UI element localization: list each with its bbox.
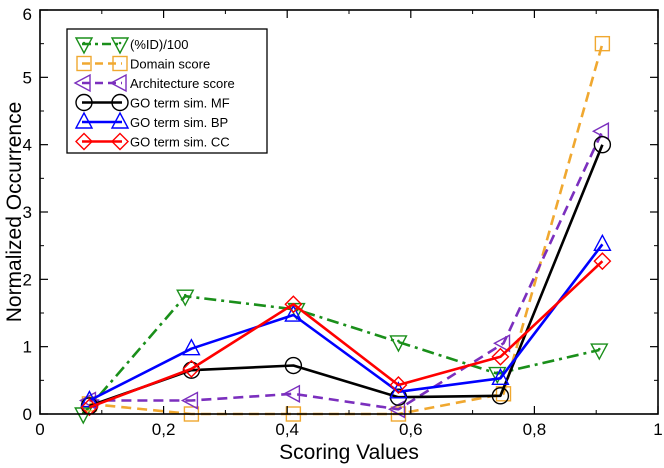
y-tick-label-5: 4: [23, 136, 32, 155]
legend-item-2-label: Domain score: [130, 57, 210, 72]
y-tick-label-3: 2: [23, 270, 32, 289]
series-5: [80, 233, 612, 408]
series-5-point-5: [491, 367, 510, 386]
legend-item-2-marker-right: [112, 55, 128, 72]
legend-item-6-marker-left: [75, 132, 93, 151]
series-6: [80, 252, 612, 417]
series-4-point-2: [182, 361, 201, 379]
series-5-point-3: [284, 304, 303, 322]
legend-item-6-label: GO term sim. CC: [130, 135, 230, 150]
series-3-point-5: [493, 334, 511, 353]
legend-item-5-label: GO term sim. BP: [130, 115, 228, 130]
y-tick-label-2: 1: [23, 338, 32, 357]
x-tick-label-6: 1: [653, 420, 662, 439]
legend: (%ID)/100 Domain score Architecture score G…: [66, 28, 268, 154]
legend-item-6: GO term sim. CC: [75, 132, 230, 151]
x-tick-label-2: 0,2: [152, 420, 176, 439]
legend-item-5-marker-left: [74, 111, 94, 129]
series-5-point-4: [389, 381, 408, 399]
legend-item-4-marker-left: [75, 93, 93, 112]
y-tick-label-6: 5: [23, 68, 32, 87]
series-3-point-2: [180, 391, 199, 410]
legend-item-2-marker-left: [76, 55, 92, 72]
series-5-point-6: [593, 233, 612, 252]
series-4-point-3: [284, 356, 303, 375]
legend-item-3-marker-right: [109, 73, 127, 93]
y-tick-label-7: 6: [23, 5, 32, 24]
x-tick-label-5: 0,8: [523, 420, 547, 439]
legend-item-1-label: (%ID)/100: [130, 37, 189, 52]
y-axis-title: Normalized Occurrence: [3, 102, 26, 323]
series-1-point-6: [590, 343, 609, 361]
legend-box: [66, 28, 268, 154]
legend-item-4: GO term sim. MF: [75, 93, 230, 112]
legend-item-1: (%ID)/100: [74, 37, 189, 55]
legend-item-5: GO term sim. BP: [74, 111, 228, 130]
series-5-line: [88, 243, 604, 402]
series-1-point-4: [389, 335, 408, 353]
series-6-point-4: [389, 376, 408, 395]
x-tick-label-3: 0,4: [275, 420, 299, 439]
series-1-line: [82, 294, 600, 415]
series-4-point-5: [491, 387, 510, 405]
legend-item-4-label: GO term sim. MF: [130, 96, 230, 111]
x-tick-label-1: 0: [35, 420, 44, 439]
legend-item-3-marker-left: [73, 73, 91, 93]
series-3-point-3: [282, 384, 301, 403]
x-axis-title: Scoring Values: [279, 441, 419, 464]
legend-item-3: Architecture score: [73, 73, 235, 93]
series-6-point-5: [491, 347, 510, 366]
series-4-point-6: [593, 135, 612, 154]
legend-item-5-marker-right: [110, 111, 130, 129]
legend-item-1-marker-left: [74, 37, 94, 55]
series-5-point-2: [182, 338, 201, 356]
legend-item-2: Domain score: [76, 55, 210, 72]
series-6-point-2: [182, 359, 201, 378]
series-6-line: [88, 260, 604, 409]
y-tick-label-4: 3: [23, 203, 32, 222]
series-6-point-3: [284, 295, 303, 314]
series-6-point-1: [80, 398, 99, 417]
series-1-point-2: [176, 289, 195, 307]
series-2-point-6: [594, 35, 611, 52]
legend-item-1-marker-right: [110, 37, 130, 55]
x-tick-label-4: 0,6: [399, 420, 423, 439]
y-tick-label-1: 0: [23, 405, 32, 424]
series-3-point-6: [591, 122, 610, 141]
legend-item-4-marker-right: [111, 93, 129, 112]
legend-item-3-label: Architecture score: [130, 76, 235, 91]
series-3-line: [89, 130, 604, 411]
axis-layer: 0 0,2 0,4 0,6 0,8 1 0 1 2 3 4 5 6: [23, 5, 663, 439]
legend-item-6-marker-right: [111, 132, 129, 151]
series-6-point-6: [593, 252, 612, 271]
